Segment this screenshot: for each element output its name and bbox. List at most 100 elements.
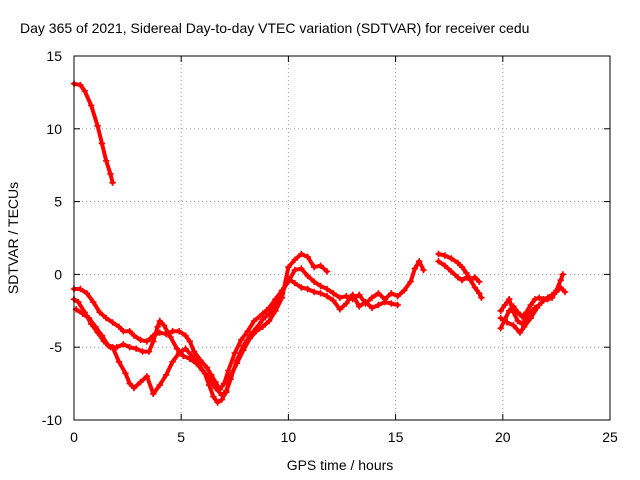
data-point xyxy=(139,348,146,355)
data-point xyxy=(411,265,419,272)
data-point xyxy=(130,384,138,392)
data-point xyxy=(368,304,376,312)
data-point xyxy=(323,268,331,275)
data-point xyxy=(458,263,466,271)
data-point xyxy=(103,314,110,322)
data-point xyxy=(521,323,528,330)
data-point xyxy=(259,310,266,317)
data-point xyxy=(218,396,226,403)
data-point xyxy=(285,263,292,271)
data-point xyxy=(163,371,170,379)
chart-title: Day 365 of 2021, Sidereal Day-to-day VTE… xyxy=(20,20,529,36)
data-point xyxy=(250,317,258,325)
data-point xyxy=(182,345,189,352)
data-point xyxy=(388,290,395,297)
data-point xyxy=(186,338,193,345)
x-tick-label: 20 xyxy=(495,429,511,445)
x-axis-label: GPS time / hours xyxy=(287,457,394,473)
data-point xyxy=(356,291,363,298)
y-tick-label: -10 xyxy=(42,412,62,428)
data-point xyxy=(304,253,311,261)
data-point xyxy=(394,293,401,300)
data-point xyxy=(145,348,153,355)
data-point xyxy=(497,325,504,332)
data-point xyxy=(94,122,101,130)
data-point xyxy=(244,328,251,335)
data-point xyxy=(471,284,479,291)
series-arc-d xyxy=(72,250,331,406)
data-point xyxy=(467,275,474,282)
series-arc-h xyxy=(497,271,566,328)
series-layer xyxy=(70,80,569,406)
data-point xyxy=(497,314,504,322)
data-point xyxy=(553,287,560,294)
data-point xyxy=(330,290,337,297)
axis-ticks xyxy=(73,55,611,421)
data-point xyxy=(501,301,509,309)
series-line xyxy=(72,259,426,392)
data-point xyxy=(298,284,305,291)
data-point xyxy=(265,310,273,317)
data-point xyxy=(454,274,461,281)
data-point xyxy=(561,288,569,296)
data-point xyxy=(349,291,356,298)
data-point xyxy=(559,271,566,278)
data-point xyxy=(188,352,196,360)
data-point xyxy=(416,258,423,265)
data-point xyxy=(98,332,106,339)
x-tick-label: 15 xyxy=(388,429,404,445)
series-arc-i xyxy=(497,304,541,336)
data-point xyxy=(291,279,298,287)
data-point xyxy=(173,345,181,352)
data-point xyxy=(90,298,97,306)
tick-labels: 0 5 10 15 20 25 -10 -5 0 5 10 15 xyxy=(42,48,618,445)
data-point xyxy=(310,288,318,296)
plot-frame xyxy=(73,55,611,421)
data-point xyxy=(527,301,534,309)
data-point xyxy=(98,140,106,147)
data-point xyxy=(518,313,526,320)
data-point xyxy=(156,317,163,325)
data-point xyxy=(205,381,213,389)
data-point xyxy=(150,338,157,345)
data-point xyxy=(516,329,524,336)
data-point xyxy=(420,266,427,274)
data-point xyxy=(356,303,363,310)
data-point xyxy=(298,265,305,272)
data-point xyxy=(190,348,198,355)
series-line xyxy=(436,252,484,300)
data-point xyxy=(381,298,389,306)
data-point xyxy=(544,296,551,303)
data-point xyxy=(336,294,344,301)
data-point xyxy=(514,317,521,325)
data-point xyxy=(531,296,539,303)
data-point xyxy=(120,341,127,348)
grid xyxy=(74,56,610,420)
data-point xyxy=(150,390,157,397)
data-point xyxy=(182,332,189,339)
series-line xyxy=(72,81,115,185)
series-arc-c xyxy=(70,275,401,399)
data-point xyxy=(246,335,253,342)
data-point xyxy=(278,294,286,301)
data-point xyxy=(536,294,543,301)
data-point xyxy=(323,293,331,300)
data-point xyxy=(478,294,485,301)
data-point xyxy=(220,380,228,387)
data-point xyxy=(533,304,541,312)
data-point xyxy=(310,263,318,271)
data-point xyxy=(115,358,123,365)
x-tick-label: 0 xyxy=(70,429,78,445)
series-line xyxy=(72,276,400,398)
series-arc-e xyxy=(435,250,485,301)
y-tick-label: 0 xyxy=(54,266,62,282)
data-point xyxy=(291,256,298,263)
data-point xyxy=(85,314,93,322)
data-point xyxy=(441,262,449,269)
data-point xyxy=(298,250,305,258)
data-point xyxy=(304,272,311,280)
data-point xyxy=(272,307,279,314)
data-point xyxy=(476,278,483,285)
data-point xyxy=(454,259,461,266)
data-point xyxy=(96,309,103,316)
